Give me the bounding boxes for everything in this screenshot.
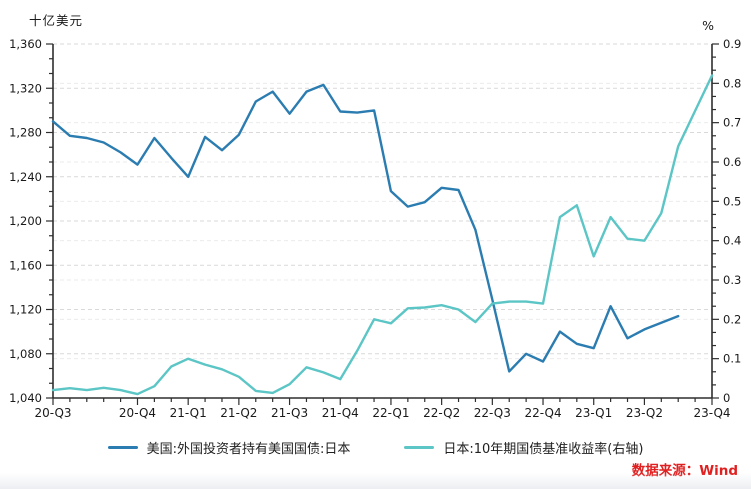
- svg-text:1,120: 1,120: [9, 303, 42, 317]
- legend-line-swatch-blue-icon: [107, 446, 138, 449]
- svg-text:1,080: 1,080: [9, 347, 42, 361]
- svg-text:20-Q3: 20-Q3: [34, 406, 71, 420]
- svg-text:22-Q1: 22-Q1: [372, 406, 409, 420]
- svg-text:0: 0: [723, 391, 730, 405]
- right-axis-title: %: [702, 18, 714, 33]
- legend-label: 美国:外国投资者持有美国国债:日本: [146, 442, 351, 457]
- svg-text:21-Q1: 21-Q1: [170, 406, 207, 420]
- svg-text:0.7: 0.7: [723, 116, 741, 130]
- svg-text:22-Q3: 22-Q3: [474, 406, 511, 420]
- svg-text:0.4: 0.4: [723, 234, 741, 248]
- svg-text:0.1: 0.1: [723, 352, 741, 366]
- svg-text:1,240: 1,240: [9, 170, 42, 184]
- svg-text:22-Q2: 22-Q2: [423, 406, 460, 420]
- svg-text:20-Q4: 20-Q4: [119, 406, 156, 420]
- svg-text:1,200: 1,200: [9, 214, 42, 228]
- legend-line-swatch-teal-icon: [404, 446, 435, 449]
- svg-text:1,320: 1,320: [9, 81, 42, 95]
- svg-text:21-Q4: 21-Q4: [322, 406, 359, 420]
- data-source-label: 数据来源：Wind: [631, 463, 738, 479]
- svg-text:23-Q2: 23-Q2: [626, 406, 663, 420]
- svg-text:22-Q4: 22-Q4: [524, 406, 561, 420]
- legend: 美国:外国投资者持有美国国债:日本 日本:10年期国债基准收益率(右轴): [0, 438, 751, 457]
- svg-text:23-Q4: 23-Q4: [693, 406, 730, 420]
- chart-canvas: 1,040 1,080 1,120 1,160 1,200 1,240 1,280 1,320…: [9, 37, 741, 420]
- svg-text:0.8: 0.8: [723, 76, 741, 90]
- svg-text:0.6: 0.6: [723, 155, 741, 169]
- legend-item-japan-10y-yield: 日本:10年期国债基准收益率(右轴): [404, 438, 643, 457]
- svg-text:0.3: 0.3: [723, 273, 741, 287]
- svg-text:0.5: 0.5: [723, 194, 741, 208]
- legend-item-us-treasury-japan: 美国:外国投资者持有美国国债:日本: [107, 438, 351, 457]
- svg-text:21-Q3: 21-Q3: [271, 406, 308, 420]
- svg-text:0.9: 0.9: [723, 37, 741, 51]
- svg-text:23-Q1: 23-Q1: [575, 406, 612, 420]
- svg-text:1,360: 1,360: [9, 37, 42, 51]
- legend-label: 日本:10年期国债基准收益率(右轴): [443, 442, 644, 457]
- svg-text:1,040: 1,040: [9, 391, 42, 405]
- left-axis-title: 十亿美元: [29, 13, 84, 28]
- svg-text:21-Q2: 21-Q2: [220, 406, 257, 420]
- svg-text:0.2: 0.2: [723, 312, 741, 326]
- svg-text:1,280: 1,280: [9, 126, 42, 140]
- svg-text:1,160: 1,160: [9, 258, 42, 272]
